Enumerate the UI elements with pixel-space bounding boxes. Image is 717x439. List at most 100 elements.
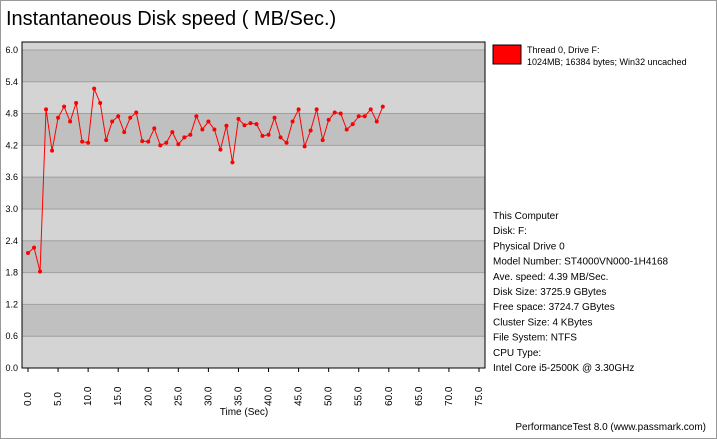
- y-tick-label: 5.4: [5, 77, 18, 87]
- x-tick-label: 60.0: [384, 386, 395, 406]
- data-point: [218, 147, 223, 152]
- data-point: [368, 107, 373, 112]
- info-line: CPU Type:: [493, 348, 541, 359]
- data-point: [152, 126, 157, 131]
- legend-swatch: [492, 44, 522, 65]
- y-tick-label: 3.6: [5, 172, 18, 182]
- data-point: [206, 119, 211, 124]
- data-point: [266, 132, 271, 137]
- data-point: [242, 123, 247, 128]
- y-tick-label: 4.8: [5, 109, 18, 119]
- data-point: [38, 269, 43, 274]
- data-point: [188, 132, 193, 137]
- data-point: [32, 245, 37, 250]
- data-point: [110, 119, 115, 124]
- info-line: Disk: F:: [493, 226, 527, 237]
- x-tick-label: 45.0: [294, 386, 305, 406]
- data-point: [254, 122, 259, 127]
- y-tick-label: 3.0: [5, 204, 18, 214]
- data-point: [164, 140, 169, 145]
- band: [22, 145, 485, 178]
- data-point: [128, 115, 133, 120]
- x-tick-label: 75.0: [474, 386, 485, 406]
- data-point: [344, 127, 349, 132]
- x-tick-label: 40.0: [264, 386, 275, 406]
- data-point: [362, 114, 367, 119]
- x-tick-label: 20.0: [143, 386, 154, 406]
- data-point: [338, 111, 343, 116]
- data-point: [296, 107, 301, 112]
- data-point: [224, 123, 229, 128]
- x-tick-label: 35.0: [233, 386, 244, 406]
- data-point: [170, 130, 175, 135]
- data-point: [176, 142, 181, 147]
- data-point: [248, 121, 253, 126]
- data-point: [356, 114, 361, 119]
- data-point: [326, 117, 331, 122]
- y-tick-label: 1.8: [5, 268, 18, 278]
- band: [22, 177, 485, 209]
- info-line: File System: NTFS: [493, 333, 577, 344]
- data-point: [92, 86, 97, 91]
- data-point: [98, 100, 103, 105]
- plot-border: [21, 41, 486, 369]
- band: [22, 240, 485, 273]
- data-point: [50, 148, 55, 153]
- legend-label: Thread 0, Drive F:: [527, 45, 600, 55]
- data-point: [116, 114, 121, 119]
- x-tick-label: 55.0: [354, 386, 365, 406]
- footer: PerformanceTest 8.0 (www.passmark.com): [515, 422, 706, 433]
- data-point: [56, 115, 61, 120]
- x-tick-label: 25.0: [173, 386, 184, 406]
- data-point: [260, 133, 265, 138]
- band: [22, 336, 485, 368]
- chart-title: Instantaneous Disk speed ( MB/Sec.): [6, 8, 336, 30]
- y-tick-label: 1.2: [5, 299, 18, 309]
- data-point: [182, 135, 187, 140]
- x-tick-label: 50.0: [324, 386, 335, 406]
- data-point: [200, 127, 205, 132]
- data-point: [86, 140, 91, 145]
- info-line: Model Number: ST4000VN000-1H4168: [493, 257, 669, 268]
- x-axis-label: Time (Sec): [220, 407, 269, 418]
- band: [22, 49, 485, 82]
- band: [22, 113, 485, 146]
- data-point: [350, 122, 355, 127]
- y-tick-label: 2.4: [5, 236, 18, 246]
- data-point: [212, 127, 217, 132]
- data-point: [194, 114, 199, 119]
- data-point: [74, 100, 79, 105]
- data-point: [332, 110, 337, 115]
- data-point: [302, 144, 307, 149]
- band: [22, 81, 485, 114]
- data-point: [122, 130, 127, 135]
- x-tick-label: 30.0: [203, 386, 214, 406]
- band: [22, 272, 485, 305]
- data-point: [374, 119, 379, 124]
- y-tick-label: 0.0: [5, 363, 18, 373]
- data-point: [380, 104, 385, 109]
- data-point: [146, 139, 151, 144]
- data-point: [134, 110, 139, 115]
- info-line: This Computer: [493, 211, 559, 222]
- data-point: [158, 143, 163, 148]
- data-point: [230, 160, 235, 165]
- data-point: [26, 250, 31, 255]
- data-point: [104, 138, 109, 143]
- data-point: [308, 128, 313, 133]
- data-point: [44, 107, 49, 112]
- x-tick-label: 10.0: [83, 386, 94, 406]
- x-tick-label: 70.0: [444, 386, 455, 406]
- legend-detail: 1024MB; 16384 bytes; Win32 uncached: [527, 57, 687, 67]
- data-point: [290, 119, 295, 124]
- x-tick-label: 15.0: [113, 386, 124, 406]
- band: [22, 208, 485, 241]
- data-point: [62, 104, 67, 109]
- x-tick-label: 5.0: [53, 392, 64, 406]
- info-line: Intel Core i5-2500K @ 3.30GHz: [493, 363, 634, 374]
- data-point: [80, 139, 85, 144]
- info-line: Disk Size: 3725.9 GBytes: [493, 287, 606, 298]
- y-tick-label: 0.6: [5, 331, 18, 341]
- data-point: [272, 115, 277, 120]
